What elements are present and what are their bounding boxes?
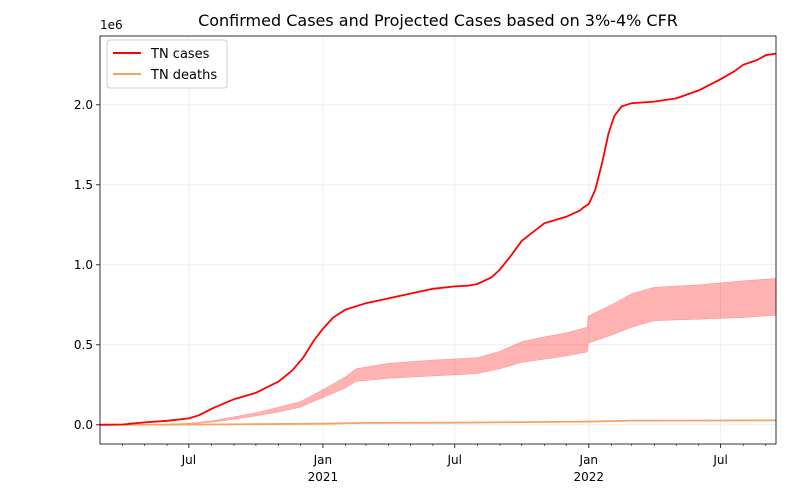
projected-cases-band (100, 278, 777, 426)
projected-cases-area (100, 278, 777, 426)
axes: 0.0 0.5 1.0 1.5 2.0 Jul Jan 2021 Jul Jan 2022 Jul (74, 98, 767, 484)
x-tick-year-label: 2021 (308, 470, 339, 484)
x-tick-label: Jan (579, 453, 599, 467)
chart-title: Confirmed Cases and Projected Cases base… (198, 11, 678, 30)
x-tick-year-label: 2022 (574, 470, 605, 484)
y-tick-label: 2.0 (74, 98, 93, 112)
x-tick-label: Jul (447, 453, 462, 467)
series-line-tn-deaths (99, 419, 777, 426)
series-lines (99, 52, 777, 426)
x-tick-label: Jan (313, 453, 333, 467)
x-tick-label: Jul (181, 453, 196, 467)
y-tick-label: 1.0 (74, 258, 93, 272)
y-tick-label: 0.0 (74, 418, 93, 432)
y-offset-label: 1e6 (100, 18, 123, 32)
plot-frame (99, 35, 777, 445)
legend: TN cases TN deaths (106, 39, 228, 89)
y-tick-label: 0.5 (74, 338, 93, 352)
y-tick-label: 1.5 (74, 178, 93, 192)
x-tick-label: Jul (712, 453, 727, 467)
series-line-tn-cases (99, 52, 777, 426)
grid (100, 36, 776, 444)
legend-label-tn-deaths: TN deaths (150, 68, 217, 83)
legend-label-tn-cases: TN cases (150, 47, 210, 62)
